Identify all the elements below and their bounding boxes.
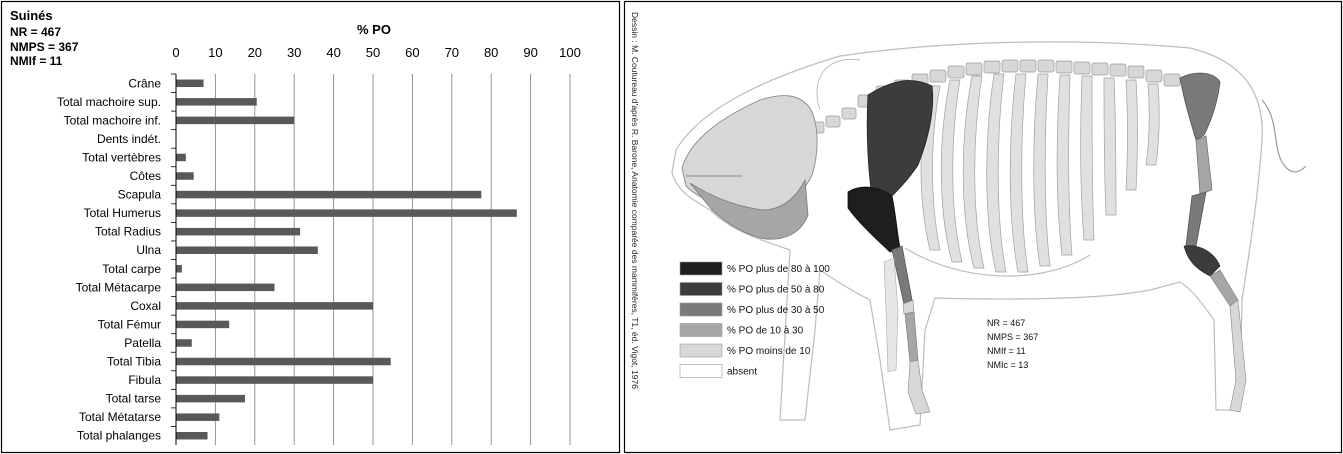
mandible: [689, 178, 809, 240]
diagram-credit: Dessin : M. Coutureau d'après R. Barone,…: [630, 12, 640, 389]
front-leg-far: [883, 257, 899, 373]
bar: [176, 246, 318, 254]
legend-swatch: [679, 343, 723, 358]
bar: [176, 265, 182, 273]
bar: [176, 283, 275, 292]
x-tick-label: 60: [405, 45, 419, 60]
legend-label: % PO moins de 10: [727, 346, 811, 357]
tibia-fibula: [1185, 191, 1207, 247]
bar: [176, 376, 373, 384]
chart-gridlines: [214, 74, 571, 445]
x-tick-label: 50: [366, 45, 380, 60]
bar: [176, 227, 301, 236]
bar: [176, 394, 245, 403]
x-tick-label: 30: [287, 45, 301, 60]
category-label: Total machoire inf.: [64, 113, 161, 127]
legend-swatch: [679, 323, 723, 337]
category-label: Crâne: [128, 76, 161, 90]
chart-category-labels: Crâne Total machoire sup. Total machoire i…: [57, 73, 176, 443]
x-tick-label: 100: [559, 45, 581, 60]
stats-line: NR = 467: [10, 25, 61, 39]
bar: [176, 153, 186, 162]
category-label: Total tarse: [106, 392, 162, 406]
legend-label: % PO de 10 à 30: [727, 326, 804, 337]
diagram-stats-line: NMIf = 11: [987, 346, 1026, 356]
diagram-stats-line: NMPS = 367: [987, 332, 1038, 342]
bar: [176, 98, 257, 106]
legend-label: absent: [727, 367, 757, 378]
tarsus: [1183, 245, 1221, 277]
category-label: Scapula: [118, 188, 162, 202]
legend-label: % PO plus de 80 à 100: [727, 264, 830, 275]
tail: [1261, 99, 1307, 173]
bar: [176, 320, 230, 329]
category-label: Patella: [124, 336, 161, 350]
category-label: Total Radius: [95, 225, 161, 239]
category-label: Ulna: [136, 243, 161, 257]
sternum: [904, 247, 1091, 277]
category-label: Dents indét.: [97, 132, 161, 146]
bar: [176, 116, 295, 125]
category-label: Total Humerus: [84, 206, 161, 220]
bar: [176, 302, 373, 310]
x-tick-label: 80: [484, 45, 498, 60]
diagram-legend: % PO plus de 80 à 100 % PO plus de 50 à 8…: [679, 261, 830, 378]
bar: [176, 357, 391, 366]
category-label: Total machoire sup.: [57, 95, 161, 109]
x-tick-label: 0: [172, 45, 179, 60]
phalanges-hind: [1229, 299, 1247, 413]
scapula: [866, 80, 934, 199]
bar: [176, 209, 517, 217]
category-label: Total Métatarse: [79, 410, 161, 424]
bar: [176, 413, 220, 421]
bar-chart: Suinés NR = 467 NMPS = 367 NMIf = 11 % P…: [10, 8, 581, 445]
diagram-stats-line: NMIc = 13: [987, 360, 1028, 370]
stats-line: Suinés: [10, 8, 53, 23]
category-label: Coxal: [130, 299, 161, 313]
legend-label: % PO plus de 50 à 80: [727, 285, 825, 296]
stats-line: NMIf = 11: [10, 54, 63, 68]
category-label: Total Fémur: [98, 317, 161, 331]
legend-label: % PO plus de 30 à 50: [727, 305, 825, 316]
legend-swatch: [679, 282, 723, 296]
category-label: Côtes: [130, 169, 161, 183]
chart-stats-block: Suinés NR = 467 NMPS = 367 NMIf = 11: [10, 8, 79, 68]
phalanges-front: [907, 359, 931, 415]
coxal: [1179, 72, 1221, 141]
x-tick-label: 90: [523, 45, 537, 60]
diagram-stats-line: NR = 467: [987, 318, 1025, 328]
chart-bars: [176, 79, 517, 440]
bar: [176, 431, 208, 440]
pig-ear-outline: [816, 58, 861, 111]
legend-swatch: [679, 261, 723, 276]
bar: [176, 339, 192, 347]
bar: [176, 79, 204, 88]
category-label: Total Tibia: [107, 355, 161, 369]
category-label: Total carpe: [102, 262, 161, 276]
x-tick-label: 70: [445, 45, 459, 60]
diagram-panel-border: [623, 0, 1343, 454]
bar: [176, 172, 194, 180]
legend-swatch: [679, 302, 723, 317]
diagram-stats: NR = 467 NMPS = 367 NMIf = 11 NMIc = 13: [987, 318, 1038, 370]
x-tick-label: 20: [248, 45, 262, 60]
category-label: Total Métacarpe: [76, 280, 162, 294]
bar: [176, 190, 482, 199]
x-tick-label: 40: [326, 45, 340, 60]
femur: [1195, 135, 1213, 195]
stats-line: NMPS = 367: [10, 40, 79, 54]
radius-ulna: [891, 245, 913, 305]
category-label: Total phalanges: [77, 429, 161, 443]
category-label: Total vertèbres: [82, 150, 161, 164]
category-label: Fibula: [128, 373, 161, 387]
chart-x-tick-labels: 0 10 20 30 40 50 60 70 80 90 100: [172, 45, 580, 60]
chart-panel-border: [0, 0, 621, 454]
x-tick-label: 10: [208, 45, 222, 60]
skeleton-diagram: Dessin : M. Coutureau d'après R. Barone,…: [630, 12, 1307, 431]
legend-swatch: [679, 364, 723, 378]
humerus: [847, 186, 901, 253]
chart-title: % PO: [357, 22, 391, 37]
